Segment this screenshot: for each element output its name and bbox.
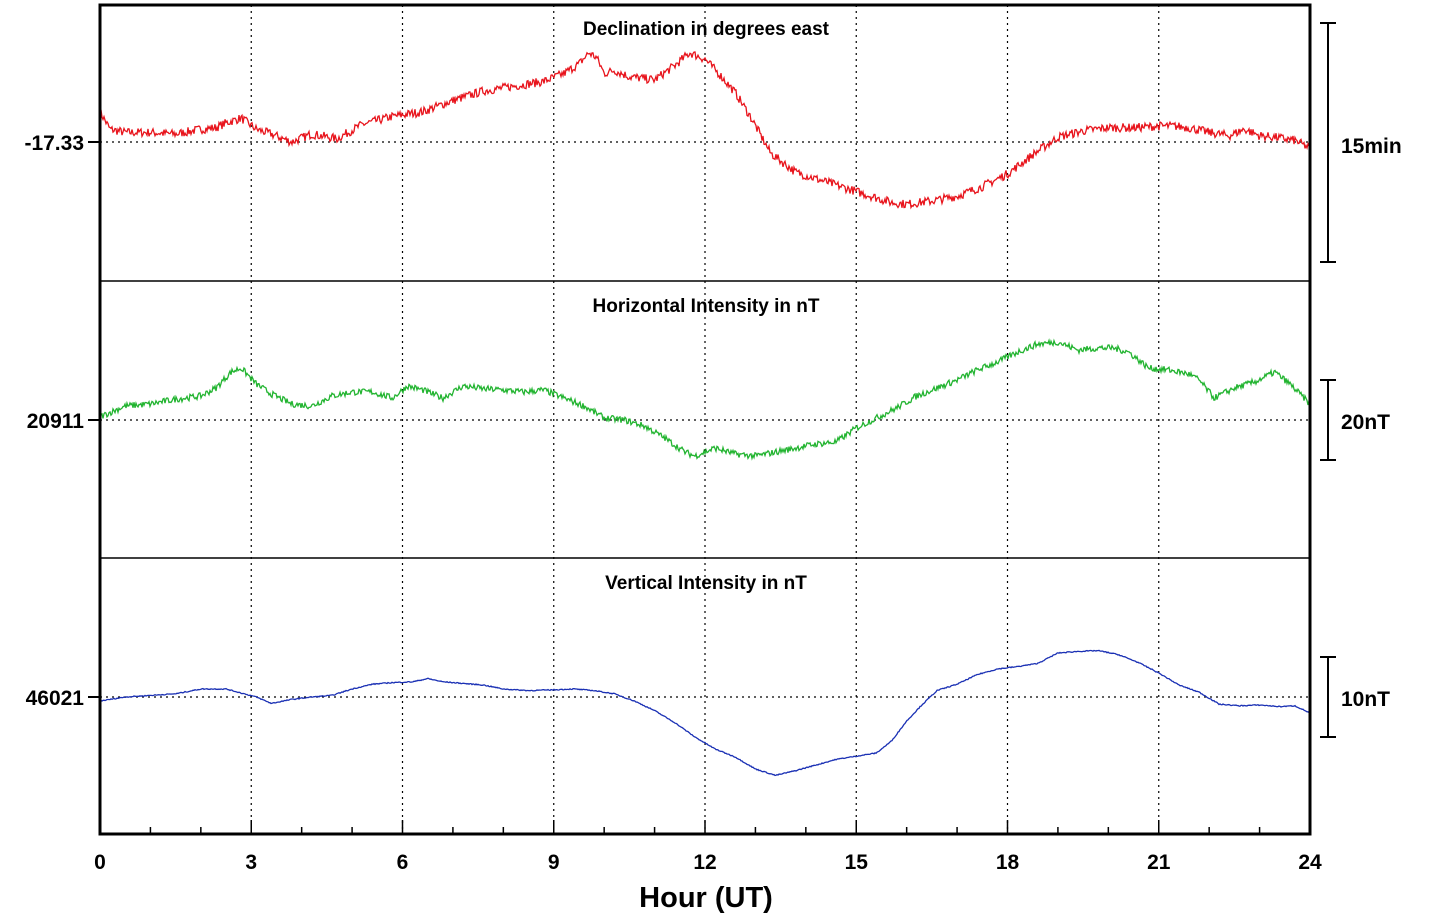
baseline-label: 46021 xyxy=(26,687,85,710)
panel-title: Horizontal Intensity in nT xyxy=(593,296,820,317)
x-tick-label: 6 xyxy=(397,851,409,874)
x-axis: 0 3 6 9 12 15 18 21 24 xyxy=(94,820,1322,874)
x-axis-label: Hour (UT) xyxy=(639,882,773,914)
panel-2: 20911 Horizontal Intensity in nT 20nT xyxy=(27,296,1390,461)
x-tick-label: 24 xyxy=(1298,851,1322,874)
baseline-label: -17.33 xyxy=(24,132,84,155)
panel-title: Vertical Intensity in nT xyxy=(605,573,807,594)
series-line xyxy=(99,338,1311,461)
x-tick-label: 18 xyxy=(996,851,1020,874)
grid-lines xyxy=(250,5,1160,834)
baseline-label: 20911 xyxy=(27,410,85,433)
x-tick-label: 9 xyxy=(548,851,560,874)
scale-label: 10nT xyxy=(1341,688,1390,711)
x-tick-label: 3 xyxy=(245,851,257,874)
panels: -17.33 Declination in degrees east 15min 20… xyxy=(24,19,1402,777)
scale-label: 20nT xyxy=(1341,411,1390,434)
x-tick-label: 15 xyxy=(845,851,869,874)
panel-3: 46021 Vertical Intensity in nT 10nT xyxy=(26,573,1390,777)
x-tick-label: 12 xyxy=(693,851,716,874)
x-tick-label: 21 xyxy=(1147,851,1171,874)
scale-label: 15min xyxy=(1341,135,1402,158)
panel-title: Declination in degrees east xyxy=(583,19,830,40)
series-line xyxy=(99,51,1311,210)
panel-1: -17.33 Declination in degrees east 15min xyxy=(24,19,1402,263)
x-tick-label: 0 xyxy=(94,851,106,874)
series-line xyxy=(99,649,1311,777)
